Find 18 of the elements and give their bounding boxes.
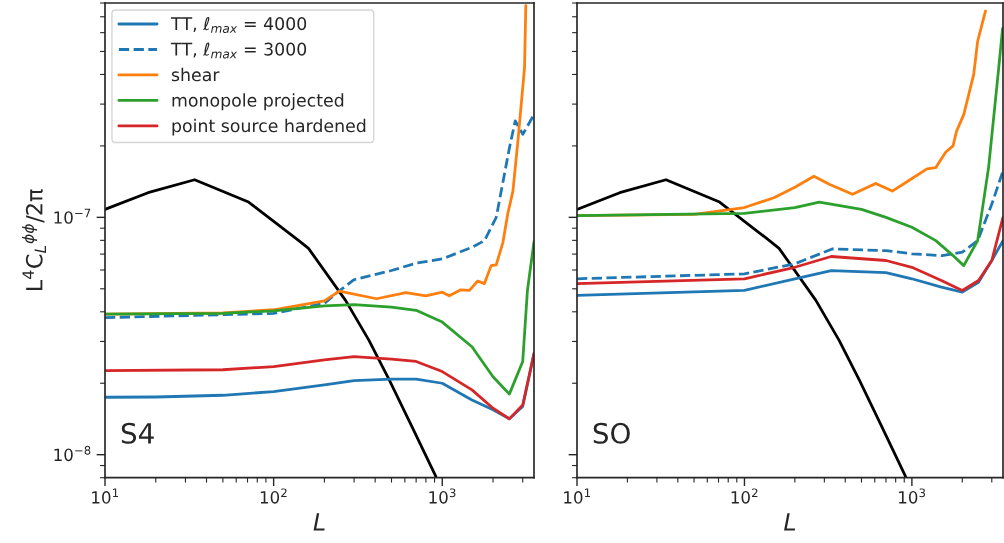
x-tick-label: 10$^{2}$ [260, 488, 287, 504]
y-tick-label: 10$^{−8}$ [54, 445, 91, 462]
legend-label: monopole projected [172, 93, 344, 111]
legend-label: TT, ℓ$_{max}$ = 3000 [170, 42, 307, 59]
x-tick-label: 10$^{3}$ [899, 488, 926, 504]
x-tick-label: 10$^{3}$ [429, 488, 456, 504]
y-axis-title: L$^{4}$C$_{L}$$^{ϕϕ}$/2π [22, 189, 46, 291]
x-axis-title: L [313, 513, 325, 531]
x-tick-label: 10$^{1}$ [564, 488, 591, 504]
x-tick-label: 10$^{1}$ [92, 488, 119, 504]
annotation: SO [593, 422, 630, 444]
y-tick-label: 10$^{−7}$ [54, 208, 91, 224]
legend-label: shear [171, 67, 220, 82]
annotation: S4 [121, 422, 154, 444]
x-axis-title: L [784, 513, 796, 531]
x-tick-label: 10$^{2}$ [731, 488, 758, 504]
legend-label: TT, ℓ$_{max}$ = 4000 [170, 17, 307, 33]
legend-label: point source hardened [172, 118, 366, 136]
